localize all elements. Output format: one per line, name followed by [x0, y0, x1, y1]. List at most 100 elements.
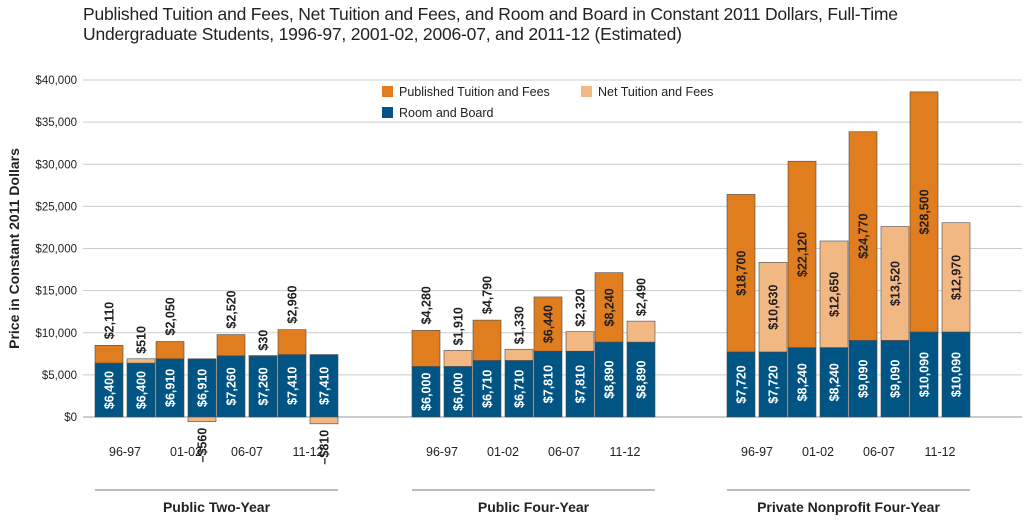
bar-room-and-board [248, 355, 278, 418]
y-tick-label: $20,000 [35, 244, 77, 256]
bar-room-and-board [726, 351, 756, 418]
label-published-tuition: $2,050 [164, 297, 178, 335]
label-published-tuition: $18,700 [735, 251, 749, 296]
y-tick-label: $10,000 [35, 328, 77, 340]
y-axis: $0 $5,000 $10,000 $15,000 $20,000 $25,000 $30,… [6, 75, 77, 424]
label-net-tuition: $13,520 [889, 261, 903, 306]
label-room-and-board: $8,890 [635, 360, 649, 398]
x-category-label: 06-07 [863, 445, 895, 459]
label-published-tuition: $4,790 [481, 276, 495, 314]
label-room-and-board: $9,090 [889, 360, 903, 398]
label-net-tuition: $10,630 [767, 285, 781, 330]
data-labels: $6,400 $6,400 $2,110 $510 $6,910 $6,910 $2,050… [103, 189, 964, 464]
bar-net-tuition [504, 348, 534, 361]
bar-room-and-board [787, 347, 817, 418]
label-published-tuition: $2,520 [225, 290, 239, 328]
label-room-and-board: $7,410 [286, 367, 300, 405]
bar-room-and-board [626, 341, 656, 418]
label-published-tuition: $2,960 [286, 285, 300, 323]
bar-published-tuition [533, 296, 563, 352]
y-tick-label: $40,000 [35, 75, 77, 87]
bar-room-and-board [565, 350, 595, 418]
label-net-tuition: $12,970 [950, 255, 964, 300]
bar-room-and-board [941, 331, 971, 418]
bar-room-and-board [411, 366, 441, 418]
bar-net-tuition [626, 320, 656, 343]
bar-net-tuition [443, 350, 473, 367]
label-room-and-board: $10,090 [950, 352, 964, 397]
bar-room-and-board [819, 347, 849, 418]
x-category-label: 06-07 [548, 445, 580, 459]
y-tick-label: $30,000 [35, 159, 77, 171]
label-published-tuition: $22,120 [796, 232, 810, 277]
label-room-and-board: $6,000 [452, 373, 466, 411]
x-category-label: 01-02 [487, 445, 519, 459]
x-category-label: 11-12 [609, 445, 640, 459]
bar-room-and-board [594, 341, 624, 418]
label-net-tuition: $12,650 [828, 272, 842, 317]
legend-label: Net Tuition and Fees [598, 85, 713, 99]
label-room-and-board: $6,000 [420, 373, 434, 411]
label-room-and-board: $6,710 [513, 370, 527, 408]
label-net-tuition: $2,320 [574, 288, 588, 326]
label-net-tuition: $2,490 [635, 278, 649, 316]
chart-title-line-1: Published Tuition and Fees, Net Tuition … [83, 4, 898, 24]
label-room-and-board: $7,720 [767, 365, 781, 403]
bar-room-and-board [504, 360, 534, 418]
bar-published-tuition [848, 131, 878, 341]
bar-net-tuition [880, 226, 910, 341]
bar-room-and-board [533, 350, 563, 418]
bar-published-tuition [472, 319, 502, 361]
legend-swatch [382, 86, 393, 97]
x-category-label: 06-07 [231, 445, 263, 459]
x-axis: 96-97 01-02 06-07 11-12 Public Two-Year 96-97… [95, 445, 970, 515]
label-room-and-board: $10,090 [918, 352, 932, 397]
bar-net-tuition [758, 262, 788, 353]
label-net-tuition: –$560 [196, 428, 210, 463]
label-published-tuition: $8,240 [603, 288, 617, 326]
y-tick-label: $15,000 [35, 286, 77, 298]
bar-published-tuition [411, 330, 441, 367]
y-axis-title: Price in Constant 2011 Dollars [6, 148, 22, 349]
label-room-and-board: $6,910 [196, 369, 210, 407]
bar-room-and-board [94, 362, 124, 418]
y-tick-label: $0 [64, 412, 77, 424]
bar-room-and-board [309, 354, 339, 418]
bar-room-and-board [187, 358, 217, 418]
bar-net-tuition [819, 240, 849, 348]
bars [94, 91, 971, 425]
x-category-label: 96-97 [426, 445, 458, 459]
bar-published-tuition [726, 194, 756, 353]
label-room-and-board: $6,400 [103, 371, 117, 409]
label-published-tuition: $6,440 [542, 305, 556, 343]
bar-net-tuition [941, 222, 971, 333]
label-room-and-board: $8,890 [603, 360, 617, 398]
bar-room-and-board [848, 340, 878, 418]
chart-title-line-2: Undergraduate Students, 1996-97, 2001-02… [83, 24, 682, 44]
x-category-label: 11-12 [924, 445, 955, 459]
label-room-and-board: $7,720 [735, 365, 749, 403]
bar-published-tuition [277, 329, 307, 355]
sector-label: Public Two-Year [163, 499, 271, 515]
bar-room-and-board [472, 360, 502, 418]
label-room-and-board: $7,410 [318, 367, 332, 405]
bar-room-and-board [216, 355, 246, 418]
bar-net-tuition [309, 416, 339, 425]
bar-room-and-board [880, 340, 910, 418]
y-tick-label: $35,000 [35, 117, 77, 129]
label-room-and-board: $7,260 [257, 367, 271, 405]
chart-title: Published Tuition and Fees, Net Tuition … [83, 4, 983, 44]
bar-published-tuition [155, 341, 185, 360]
legend-swatch [581, 86, 592, 97]
x-category-label: 96-97 [109, 445, 141, 459]
x-category-label: 11-12 [292, 445, 323, 459]
label-net-tuition: –$810 [318, 430, 332, 465]
label-published-tuition: $24,770 [857, 213, 871, 258]
label-room-and-board: $8,240 [796, 363, 810, 401]
bar-published-tuition [594, 272, 624, 343]
legend-swatch [382, 107, 393, 118]
label-room-and-board: $6,400 [135, 371, 149, 409]
bar-net-tuition [248, 355, 278, 357]
sector-label: Public Four-Year [478, 499, 590, 515]
bar-room-and-board [909, 331, 939, 418]
